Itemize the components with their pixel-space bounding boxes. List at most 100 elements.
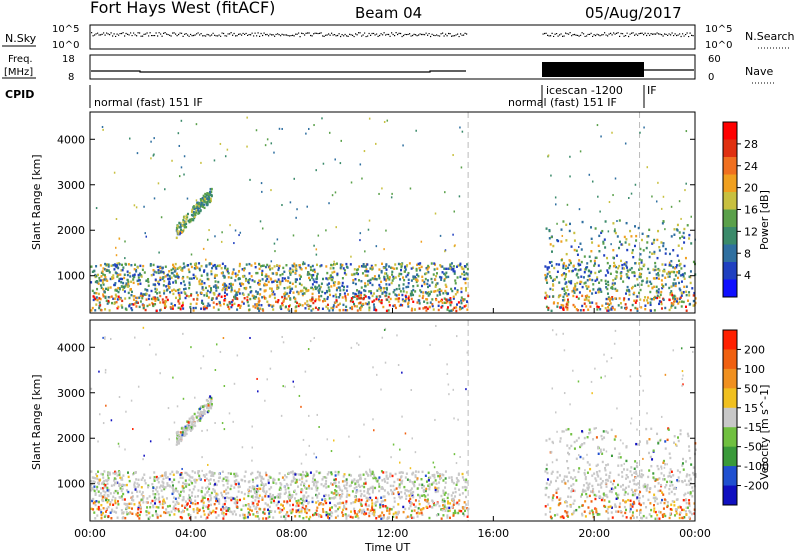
echo-cell <box>95 291 98 295</box>
echo-cell <box>585 284 588 288</box>
echo-cell <box>641 279 644 283</box>
echo-cell <box>556 305 559 308</box>
echo-cell <box>145 298 148 301</box>
echo-cell <box>334 293 337 296</box>
echo-cell <box>464 488 467 492</box>
echo-cell <box>551 260 553 263</box>
echo-cell <box>107 499 110 502</box>
echo-cell <box>94 517 97 520</box>
echo-cell <box>353 304 356 308</box>
echo-cell <box>281 303 284 307</box>
echo-cell <box>410 502 413 505</box>
echo-cell <box>94 309 97 312</box>
echo-cell <box>163 487 166 491</box>
echo-cell <box>360 503 363 506</box>
echo-cell <box>587 488 590 491</box>
echo-cell <box>333 284 336 287</box>
echo-cell <box>381 187 383 190</box>
echo-cell <box>225 479 228 482</box>
echo-cell <box>382 287 385 290</box>
echo-cell <box>393 488 396 491</box>
echo-cell <box>262 477 265 481</box>
echo-cell <box>460 301 463 305</box>
echo-cell <box>190 494 193 498</box>
echo-cell <box>576 253 579 256</box>
echo-cell <box>300 502 303 505</box>
echo-cell <box>598 490 601 493</box>
echo-cell <box>152 505 155 509</box>
echo-cell <box>215 286 218 289</box>
echo-cell <box>205 306 208 310</box>
echo-cell <box>335 305 338 308</box>
echo-cell <box>289 298 292 301</box>
echo-cell <box>302 503 305 506</box>
echo-cell <box>556 470 559 474</box>
echo-cell <box>258 309 261 313</box>
echo-cell <box>298 277 301 281</box>
echo-cell <box>112 471 115 475</box>
echo-cell <box>373 475 376 479</box>
echo-cell <box>331 309 334 312</box>
echo-cell <box>668 474 671 477</box>
echo-cell <box>565 273 568 276</box>
echo-cell <box>312 307 315 311</box>
echo-cell <box>272 290 275 293</box>
echo-cell <box>227 276 230 279</box>
echo-cell <box>213 496 216 499</box>
echo-cell <box>693 512 696 515</box>
echo-cell <box>364 289 367 293</box>
echo-cell <box>676 223 679 227</box>
echo-cell <box>102 476 105 479</box>
echo-cell <box>444 486 447 489</box>
echo-cell <box>581 285 584 289</box>
echo-cell <box>343 271 346 275</box>
echo-cell <box>233 242 235 245</box>
echo-cell <box>645 281 648 284</box>
echo-cell <box>674 284 677 288</box>
echo-cell <box>611 285 614 289</box>
echo-cell <box>120 281 123 284</box>
echo-cell <box>107 472 110 475</box>
echo-cell <box>611 306 614 310</box>
echo-cell <box>565 303 568 306</box>
echo-cell <box>551 498 554 502</box>
echo-cell <box>597 264 600 267</box>
echo-cell <box>633 271 636 274</box>
echo-cell <box>669 508 672 511</box>
echo-cell <box>657 442 660 445</box>
echo-cell <box>183 155 186 158</box>
echo-cell <box>234 294 237 297</box>
echo-cell <box>246 515 249 519</box>
echo-cell <box>575 308 578 311</box>
echo-cell <box>101 511 104 515</box>
echo-cell <box>452 265 455 268</box>
echo-cell <box>662 461 665 464</box>
echo-cell <box>147 517 150 520</box>
echo-cell <box>334 496 337 499</box>
echo-cell <box>318 492 321 495</box>
echo-cell <box>617 510 620 513</box>
echo-cell <box>121 487 124 491</box>
echo-cell <box>172 265 175 268</box>
echo-cell <box>203 305 206 308</box>
echo-cell <box>668 516 671 520</box>
echo-cell <box>600 498 603 502</box>
echo-cell <box>238 234 240 237</box>
echo-cell <box>128 502 131 506</box>
echo-cell <box>694 473 697 476</box>
echo-cell <box>563 289 566 292</box>
echo-cell <box>138 483 141 487</box>
echo-cell <box>149 264 152 267</box>
echo-cell <box>366 263 369 266</box>
echo-cell <box>675 300 678 303</box>
echo-cell <box>417 493 420 497</box>
echo-cell <box>225 284 228 287</box>
echo-cell <box>664 463 667 466</box>
echo-cell <box>102 481 105 484</box>
echo-cell <box>191 217 194 221</box>
echo-cell <box>687 434 690 438</box>
echo-cell <box>365 504 368 508</box>
echo-cell <box>222 302 225 306</box>
echo-cell <box>409 187 412 190</box>
echo-cell <box>224 476 227 479</box>
